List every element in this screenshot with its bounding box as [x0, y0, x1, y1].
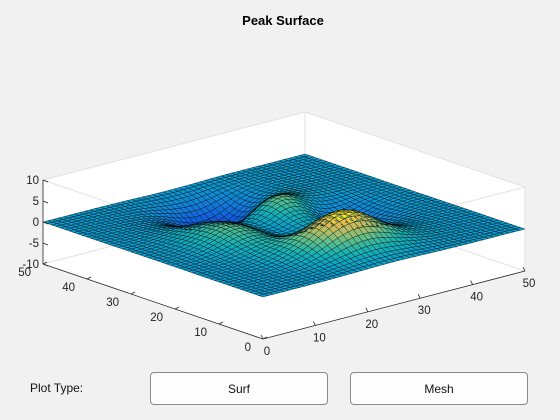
plot-title: Peak Surface [242, 13, 324, 28]
z-tick-label: 10 [26, 175, 39, 187]
x-tick-label: 40 [470, 292, 483, 304]
y-tick [262, 336, 268, 340]
y-tick-label: 40 [62, 282, 75, 294]
box-edge [304, 111, 526, 188]
plot-type-label: Plot Type: [30, 381, 84, 395]
z-tick-label: -10 [22, 259, 39, 271]
z-tick-label: -5 [29, 238, 39, 250]
y-tick-label: 30 [106, 297, 119, 309]
x-tick-label: 10 [313, 332, 326, 344]
x-axis-line [262, 270, 526, 340]
x-tick [522, 266, 526, 272]
y-tick [174, 306, 180, 310]
y-axis-line [42, 263, 264, 340]
mesh-button[interactable]: Mesh [350, 372, 528, 405]
x-tick-label: 0 [264, 346, 270, 358]
surface-cell [515, 227, 526, 231]
x-tick [470, 280, 473, 285]
y-tick [86, 276, 92, 280]
y-tick [42, 261, 48, 265]
x-tick-label: 20 [365, 319, 378, 331]
box-edge [42, 111, 306, 181]
x-tick-label: 50 [523, 278, 536, 290]
z-tick [42, 263, 49, 267]
z-tick-label: 0 [33, 217, 39, 229]
z-tick [42, 221, 49, 225]
x-tick [260, 334, 264, 340]
z-tick-label: 5 [33, 196, 39, 208]
x-tick-label: 30 [418, 305, 431, 317]
y-tick-label: 10 [194, 327, 207, 339]
x-tick [313, 321, 316, 326]
z-tick [42, 200, 49, 204]
control-panel: Plot Type: Surf Mesh [0, 365, 560, 420]
y-tick-label: 20 [150, 312, 163, 324]
y-tick-label: 0 [245, 342, 251, 354]
y-tick [218, 321, 224, 325]
peak-surface [42, 153, 526, 298]
z-tick [42, 179, 49, 183]
y-tick [130, 291, 136, 295]
x-tick [417, 294, 421, 299]
y-tick-label: 50 [18, 267, 31, 279]
z-tick [42, 242, 49, 246]
surf-button[interactable]: Surf [150, 372, 328, 405]
x-tick [365, 307, 369, 312]
